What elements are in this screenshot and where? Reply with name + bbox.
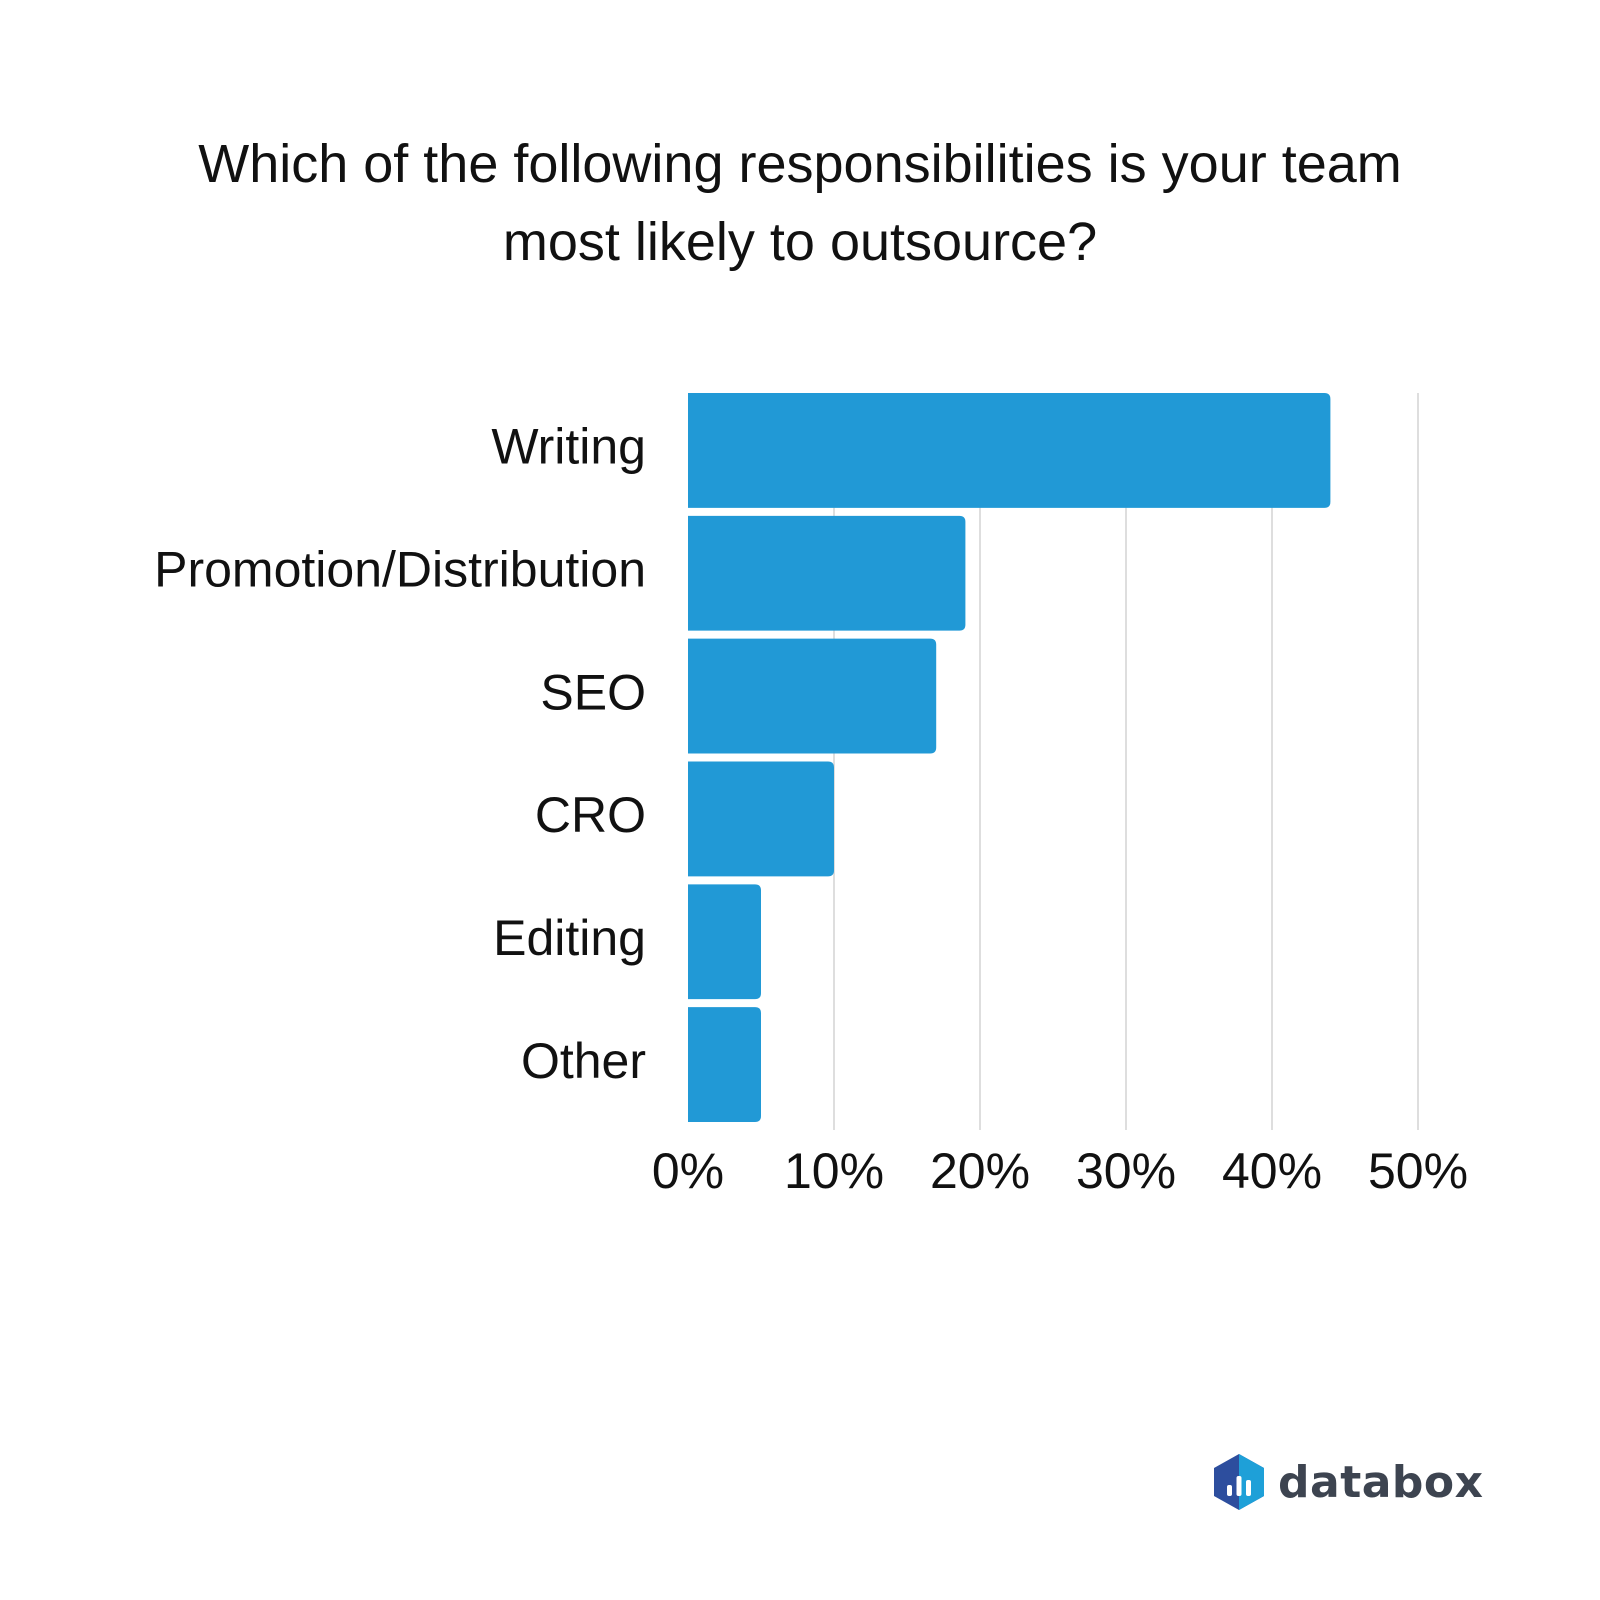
x-tick-label: 20% [930, 1143, 1030, 1199]
bar-promotion-distribution [688, 515, 966, 631]
category-label: SEO [540, 664, 646, 720]
category-label: Writing [491, 419, 646, 475]
category-label: Promotion/Distribution [154, 541, 646, 597]
x-tick-label: 40% [1222, 1143, 1322, 1199]
x-tick-label: 50% [1368, 1143, 1468, 1199]
bar-writing [688, 393, 1331, 508]
chart-title-line-2: most likely to outsource? [502, 212, 1098, 272]
category-label: Editing [493, 910, 646, 966]
chart-title: Which of the following responsibilities … [100, 125, 1500, 281]
databox-logo-icon [1214, 1454, 1264, 1510]
brand-logo: databox [1212, 1452, 1484, 1512]
bar-seo [688, 638, 937, 754]
chart-title-line-1: Which of the following responsibilities … [198, 134, 1402, 194]
category-label: CRO [535, 787, 646, 843]
x-tick-label: 30% [1076, 1143, 1176, 1199]
x-tick-label: 10% [784, 1143, 884, 1199]
bar-other [688, 1007, 761, 1122]
brand-name: databox [1278, 1456, 1484, 1508]
bar-cro [688, 761, 834, 877]
bar-editing [688, 884, 761, 1000]
category-label: Other [521, 1033, 646, 1089]
x-tick-label: 0% [652, 1143, 724, 1199]
